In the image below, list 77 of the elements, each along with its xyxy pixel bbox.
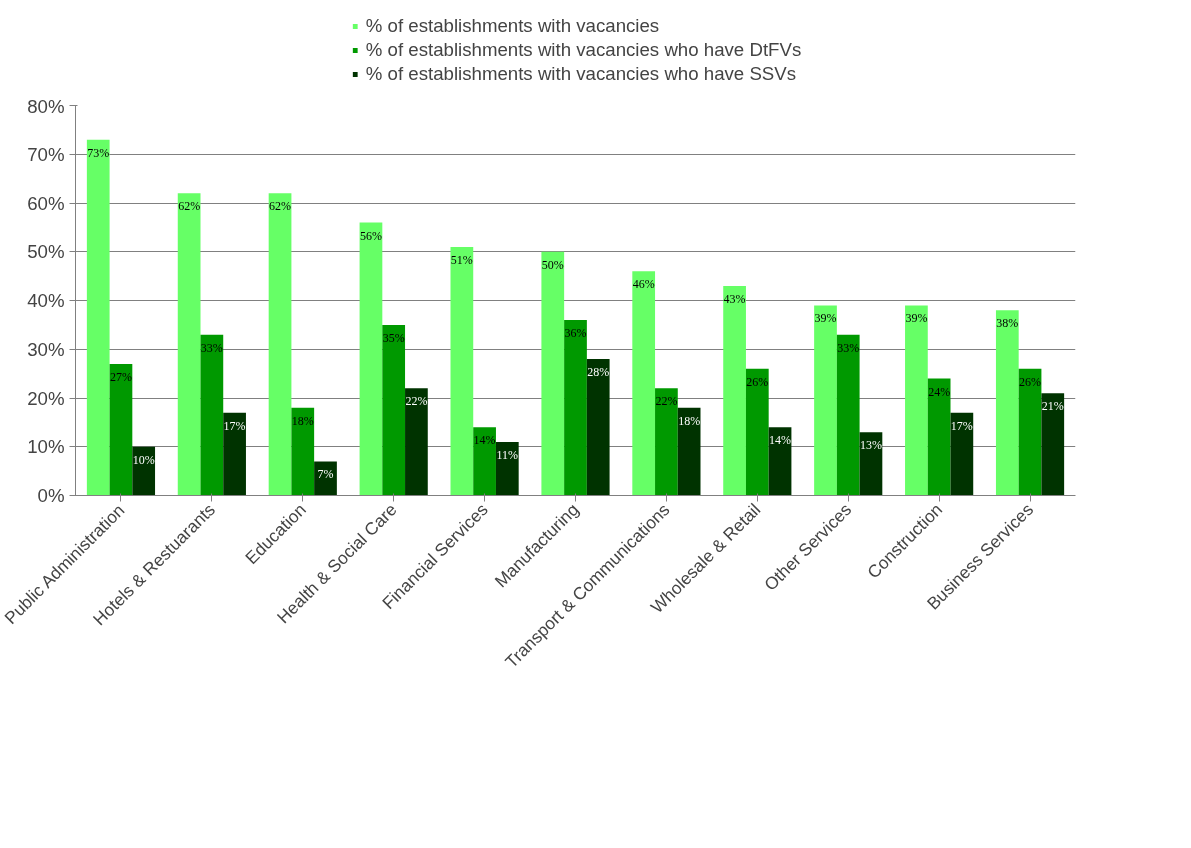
bar xyxy=(655,388,678,496)
data-label: 56% xyxy=(359,228,382,243)
bar xyxy=(814,305,837,496)
data-label: 14% xyxy=(473,433,496,448)
bar xyxy=(314,461,337,496)
data-label: 46% xyxy=(632,277,655,292)
y-tick-label: 70% xyxy=(27,143,65,165)
bar xyxy=(541,251,565,496)
bar xyxy=(632,271,656,496)
legend-label: % of establishments with vacancies who have SSVs xyxy=(365,63,797,85)
legend-label: % of establishments with vacancies xyxy=(365,15,660,37)
data-label: 7% xyxy=(317,467,334,482)
bar xyxy=(177,193,201,496)
y-tick-label: 0% xyxy=(37,485,65,506)
data-label: 43% xyxy=(723,291,746,306)
data-label: 62% xyxy=(269,199,292,214)
y-tick-label: 80% xyxy=(27,95,65,117)
bar xyxy=(359,222,383,496)
bar xyxy=(905,305,928,496)
data-label: 10% xyxy=(132,452,155,467)
data-label: 18% xyxy=(678,413,701,428)
bar xyxy=(1041,393,1065,496)
bar xyxy=(405,388,428,496)
data-label: 24% xyxy=(928,384,951,399)
data-label: 33% xyxy=(200,340,223,355)
bar xyxy=(109,363,133,496)
legend-label: % of establishments with vacancies who have DtFVs xyxy=(365,39,802,61)
data-label: 22% xyxy=(405,394,428,409)
data-label: 36% xyxy=(564,326,587,340)
data-label: 27% xyxy=(109,369,132,384)
data-label: 26% xyxy=(746,374,769,389)
bar xyxy=(564,320,587,496)
data-label: 38% xyxy=(996,316,1019,331)
data-label: 62% xyxy=(178,199,201,214)
y-tick-label: 20% xyxy=(27,387,65,409)
bar xyxy=(950,412,974,496)
data-label: 14% xyxy=(769,433,792,448)
bar xyxy=(268,193,292,496)
data-label: 11% xyxy=(496,447,519,462)
data-label: 35% xyxy=(382,330,405,345)
bar xyxy=(495,441,519,496)
y-tick-label: 40% xyxy=(27,290,65,311)
data-label: 22% xyxy=(655,394,678,409)
y-tick-label: 10% xyxy=(27,436,65,458)
bar xyxy=(1018,368,1042,496)
bar xyxy=(450,246,474,496)
bar xyxy=(586,359,610,496)
bar xyxy=(291,407,315,496)
bar xyxy=(200,334,224,496)
bar xyxy=(132,446,156,496)
data-label: 50% xyxy=(541,257,564,272)
y-tick-label: 60% xyxy=(27,192,65,214)
data-label: 33% xyxy=(837,340,860,355)
bar xyxy=(836,334,860,496)
data-label: 17% xyxy=(223,418,246,433)
bar xyxy=(745,368,769,496)
data-label: 39% xyxy=(814,311,837,326)
data-label: 26% xyxy=(1019,374,1042,389)
data-label: 13% xyxy=(859,438,882,453)
bar xyxy=(995,310,1019,496)
data-label: 18% xyxy=(291,413,314,428)
data-label: 28% xyxy=(587,365,610,379)
bar xyxy=(223,412,246,496)
bar xyxy=(927,378,951,496)
data-label: 21% xyxy=(1041,399,1064,414)
bar xyxy=(473,427,496,496)
data-label: 17% xyxy=(950,418,973,433)
y-tick-label: 30% xyxy=(27,338,65,360)
bar xyxy=(677,407,701,496)
y-tick-label: 50% xyxy=(27,241,65,263)
bar xyxy=(768,427,792,496)
data-label: 51% xyxy=(450,252,473,267)
data-label: 39% xyxy=(905,311,928,326)
data-label: 73% xyxy=(87,145,110,160)
bar xyxy=(86,139,110,496)
bar xyxy=(723,285,746,496)
bar xyxy=(382,324,406,496)
